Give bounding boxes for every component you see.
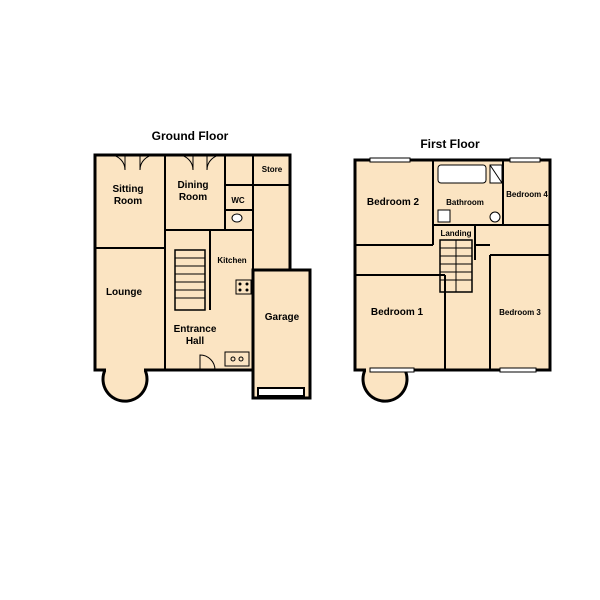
store-label: Store [262, 165, 283, 174]
bathtub [438, 165, 486, 183]
dining-label2: Room [179, 192, 207, 203]
bed2-label: Bedroom 2 [367, 197, 420, 208]
bed4-label: Bedroom 4 [506, 190, 548, 199]
hall-label: Entrance [174, 324, 217, 335]
wc-fixture [232, 214, 242, 222]
bay-window-ground [103, 370, 147, 401]
first-title: First Floor [420, 137, 480, 151]
floorplan-diagram: Ground Floor [0, 0, 600, 600]
sitting-label2: Room [114, 196, 142, 207]
sink-first [438, 210, 450, 222]
sitting-label: Sitting [112, 184, 143, 195]
ground-title: Ground Floor [152, 129, 229, 143]
bath-label: Bathroom [446, 198, 484, 207]
bed3-label: Bedroom 3 [499, 308, 541, 317]
bed1-label: Bedroom 1 [371, 307, 424, 318]
first-floor: First Floor [355, 137, 550, 401]
garage-door [258, 388, 304, 396]
garage-label: Garage [265, 312, 300, 323]
garage-block [253, 270, 310, 398]
kitchen-label: Kitchen [217, 256, 246, 265]
hall-label2: Hall [186, 336, 205, 347]
toilet [490, 212, 500, 222]
dining-label: Dining [177, 180, 208, 191]
lounge-label: Lounge [106, 287, 143, 298]
landing-label: Landing [440, 229, 471, 238]
wc-label: WC [231, 196, 245, 205]
bay-window-first [363, 370, 407, 401]
ground-floor: Ground Floor [95, 129, 310, 401]
